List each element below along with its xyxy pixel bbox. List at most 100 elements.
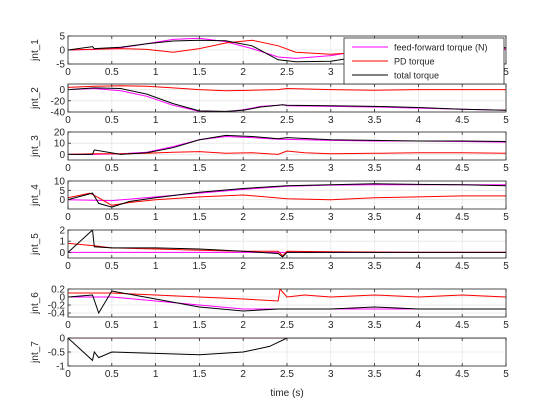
x-tick-label: 3 xyxy=(328,369,334,380)
x-tick-label: 4.5 xyxy=(455,261,469,272)
y-tick-label: 0.2 xyxy=(51,285,65,296)
x-tick-label: 4.5 xyxy=(455,320,469,331)
x-tick-label: 0.5 xyxy=(105,369,119,380)
x-tick-label: 0.5 xyxy=(105,67,119,78)
y-tick-label: -1 xyxy=(56,362,65,373)
x-tick-label: 4 xyxy=(416,115,422,126)
y-tick-label: 5 xyxy=(59,32,65,43)
x-tick-label: 0 xyxy=(65,261,71,272)
y-tick-label: -0.5 xyxy=(48,348,66,359)
x-tick-label: 0.5 xyxy=(105,212,119,223)
x-tick-label: 5 xyxy=(503,320,509,331)
x-tick-label: 2.5 xyxy=(280,212,294,223)
x-tick-label: 2 xyxy=(240,369,246,380)
x-tick-label: 3.5 xyxy=(368,261,382,272)
x-tick-label: 1.5 xyxy=(192,115,206,126)
series-group xyxy=(68,134,506,155)
y-tick-label: 0 xyxy=(59,46,65,57)
x-tick-label: 3 xyxy=(328,115,334,126)
y-tick-label: -0.2 xyxy=(48,301,66,312)
x-tick-label: 3 xyxy=(328,320,334,331)
legend-entry-label: total torque xyxy=(394,71,439,81)
y-tick-label: 10 xyxy=(54,139,66,150)
x-tick-label: 2 xyxy=(240,67,246,78)
x-tick-label: 2.5 xyxy=(280,369,294,380)
x-tick-label: 5 xyxy=(503,261,509,272)
legend-entry-label: PD torque xyxy=(394,57,435,67)
subplot-jnt-7: 0 0.5 1 1.5 2 2.5 3 3.5 4 4.5 5 -1 -0.5 0 jnt_7 xyxy=(30,334,509,381)
x-tick-label: 2 xyxy=(240,212,246,223)
x-tick-label: 2.5 xyxy=(280,115,294,126)
x-tick-label: 5 xyxy=(503,212,509,223)
subplots: 00.511.522.533.544.55-505jnt_100.511.522… xyxy=(30,32,509,381)
series-line-total-torque xyxy=(68,338,506,362)
x-tick-label: 2 xyxy=(240,320,246,331)
x-tick-label: 1 xyxy=(153,163,159,174)
x-tick-label: 0.5 xyxy=(105,115,119,126)
y-tick-label: 0 xyxy=(59,150,65,161)
series-line-total-torque xyxy=(68,290,506,315)
series-group xyxy=(68,183,506,208)
y-tick-label: 5 xyxy=(59,186,65,197)
y-tick-label: 10 xyxy=(54,177,66,188)
x-tick-label: 4.5 xyxy=(455,115,469,126)
series-line-pd-torque xyxy=(68,85,506,92)
series-line-total-torque xyxy=(68,134,506,155)
x-tick-label: 1 xyxy=(153,67,159,78)
series-line-total-torque xyxy=(68,230,506,258)
x-tick-label: 1.5 xyxy=(192,320,206,331)
x-tick-label: 4 xyxy=(416,261,422,272)
x-tick-label: 1 xyxy=(153,261,159,272)
x-tick-label: 2.5 xyxy=(280,67,294,78)
y-axis-label: jnt_7 xyxy=(30,341,41,364)
x-tick-label: 0 xyxy=(65,320,71,331)
x-tick-label: 3 xyxy=(328,67,334,78)
series-line-feed-forward-torque-n xyxy=(68,87,506,112)
x-tick-label: 1.5 xyxy=(192,163,206,174)
y-tick-label: 20 xyxy=(54,128,66,139)
y-tick-label: -40 xyxy=(51,108,66,119)
x-tick-label: 4 xyxy=(416,212,422,223)
legend-entry-label: feed-forward torque (N) xyxy=(394,43,488,53)
y-axis-label: jnt_5 xyxy=(30,233,41,256)
x-tick-label: 0.5 xyxy=(105,261,119,272)
series-group xyxy=(68,338,506,362)
x-tick-label: 0.5 xyxy=(105,163,119,174)
x-tick-label: 2.5 xyxy=(280,261,294,272)
y-axis-label: jnt_3 xyxy=(30,135,41,158)
x-tick-label: 4 xyxy=(416,163,422,174)
x-tick-label: 3 xyxy=(328,261,334,272)
y-tick-label: 0 xyxy=(59,195,65,206)
legend: feed-forward torque (N) PD torque total to… xyxy=(343,37,505,85)
x-tick-label: 0 xyxy=(65,115,71,126)
x-tick-label: 3.5 xyxy=(368,320,382,331)
x-tick-label: 2.5 xyxy=(280,163,294,174)
x-tick-label: 0 xyxy=(65,369,71,380)
x-tick-label: 1 xyxy=(153,115,159,126)
series-group xyxy=(68,230,506,258)
x-tick-label: 4.5 xyxy=(455,163,469,174)
x-axis-label: time (s) xyxy=(270,388,303,399)
x-tick-label: 4 xyxy=(416,320,422,331)
series-group xyxy=(68,289,506,315)
x-tick-label: 0 xyxy=(65,67,71,78)
x-tick-label: 0 xyxy=(65,212,71,223)
x-tick-label: 5 xyxy=(503,163,509,174)
y-axis-label: jnt_6 xyxy=(30,292,41,315)
x-tick-label: 4 xyxy=(416,369,422,380)
x-tick-label: 2 xyxy=(240,115,246,126)
y-axis-label: jnt_4 xyxy=(30,184,41,207)
x-tick-label: 3.5 xyxy=(368,369,382,380)
x-tick-label: 4.5 xyxy=(455,212,469,223)
x-tick-label: 2.5 xyxy=(280,320,294,331)
y-axis-label: jnt_1 xyxy=(30,39,41,62)
x-tick-label: 5 xyxy=(503,67,509,78)
x-tick-label: 1.5 xyxy=(192,261,206,272)
y-tick-label: -5 xyxy=(56,60,65,71)
x-tick-label: 3 xyxy=(328,212,334,223)
